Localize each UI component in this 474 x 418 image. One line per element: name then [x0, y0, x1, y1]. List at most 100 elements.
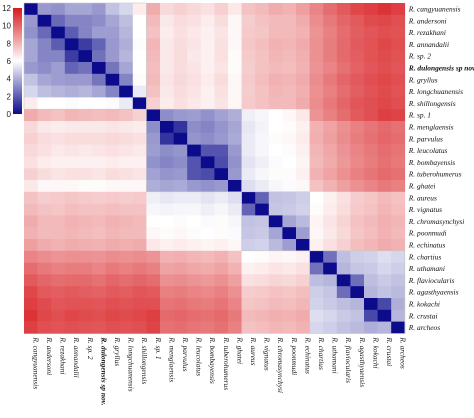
heatmap-cell — [64, 250, 79, 263]
heatmap-cell — [282, 62, 297, 75]
heatmap-cell — [64, 73, 79, 86]
heatmap-cell — [377, 73, 392, 86]
heatmap-cell — [92, 144, 106, 157]
heatmap-cell — [241, 62, 256, 75]
heatmap-cell — [78, 298, 93, 311]
heatmap-cell — [323, 85, 338, 98]
heatmap-cell — [200, 144, 215, 157]
heatmap-cell — [37, 309, 52, 322]
heatmap-cell — [323, 262, 338, 275]
heatmap-cell — [200, 38, 215, 51]
heatmap-cell — [296, 286, 310, 299]
heatmap-cell — [37, 109, 52, 122]
heatmap-cell — [391, 132, 406, 145]
heatmap-cell — [37, 97, 52, 110]
heatmap-cell — [214, 121, 229, 134]
heatmap-cell — [282, 191, 297, 204]
heatmap-cell — [228, 50, 242, 63]
heatmap-cell — [146, 144, 161, 157]
row-label: R. poonmudi — [408, 229, 447, 238]
heatmap-cell — [241, 50, 256, 63]
heatmap-cell — [78, 286, 93, 299]
heatmap-cell — [282, 144, 297, 157]
heatmap-cell — [214, 3, 229, 16]
heatmap-cell — [350, 109, 365, 122]
heatmap-cell — [173, 286, 188, 299]
heatmap-cell — [228, 191, 242, 204]
heatmap-cell — [364, 26, 378, 39]
heatmap-cell — [364, 298, 378, 311]
heatmap-cell — [228, 250, 242, 263]
heatmap-cell — [350, 191, 365, 204]
heatmap-cell — [255, 97, 270, 110]
heatmap-cell — [146, 50, 161, 63]
heatmap-cell — [214, 85, 229, 98]
row-label: R. chartius — [408, 252, 442, 261]
heatmap-cell — [336, 38, 351, 51]
heatmap-cell — [241, 132, 256, 145]
heatmap-cell — [37, 144, 52, 157]
heatmap-cell — [173, 191, 188, 204]
heatmap-cell — [173, 26, 188, 39]
heatmap-cell — [37, 321, 52, 334]
heatmap-cell — [37, 274, 52, 287]
heatmap-cell — [132, 262, 147, 275]
heatmap-cell — [51, 321, 66, 334]
heatmap-cell — [37, 121, 52, 134]
heatmap-cell — [214, 97, 229, 110]
heatmap-cell — [24, 26, 38, 39]
heatmap-cell — [309, 156, 324, 169]
heatmap-cell — [187, 227, 202, 240]
heatmap-cell — [173, 144, 188, 157]
heatmap-cell — [173, 38, 188, 51]
heatmap-cell — [336, 321, 351, 334]
heatmap-cell — [37, 156, 52, 169]
column-label: R. crustai — [385, 336, 394, 366]
heatmap-cell — [377, 191, 392, 204]
row-label: R. andersoni — [408, 16, 447, 25]
heatmap-cell — [268, 227, 283, 240]
heatmap-cell — [119, 73, 134, 86]
heatmap-cell — [64, 227, 79, 240]
heatmap-cell — [309, 121, 324, 134]
heatmap-cell — [160, 239, 174, 252]
heatmap-cell — [214, 321, 229, 334]
heatmap-cell — [350, 298, 365, 311]
heatmap-cell — [105, 309, 120, 322]
heatmap-cell — [132, 180, 147, 193]
heatmap-cell — [255, 180, 270, 193]
heatmap-cell — [92, 262, 106, 275]
heatmap-cell — [105, 38, 120, 51]
heatmap-cell — [255, 239, 270, 252]
heatmap-cell — [173, 85, 188, 98]
heatmap-cell — [323, 156, 338, 169]
row-label: R. parvulus — [408, 134, 443, 143]
heatmap-cell — [364, 168, 378, 181]
heatmap-cell — [105, 286, 120, 299]
heatmap-cell — [51, 250, 66, 263]
heatmap-cell — [309, 97, 324, 110]
heatmap-cell — [228, 262, 242, 275]
heatmap-cell — [336, 144, 351, 157]
heatmap-cell — [160, 191, 174, 204]
heatmap-cell — [200, 14, 215, 27]
heatmap-cell — [350, 309, 365, 322]
heatmap-cell — [241, 191, 256, 204]
heatmap-cell — [336, 168, 351, 181]
heatmap-cell — [214, 250, 229, 263]
heatmap-cell — [255, 298, 270, 311]
heatmap-cell — [132, 239, 147, 252]
column-label: R. cangyuanensis — [31, 336, 40, 389]
heatmap-cell — [214, 239, 229, 252]
heatmap-cell — [92, 85, 106, 98]
heatmap-cell — [214, 309, 229, 322]
heatmap-cell — [377, 168, 392, 181]
row-label: R. sp. 2 — [408, 52, 431, 61]
heatmap-cell — [282, 321, 297, 334]
heatmap-cell — [146, 274, 161, 287]
heatmap-cell — [282, 286, 297, 299]
column-label: R. flaviocularis — [344, 336, 353, 383]
heatmap-cell — [391, 180, 406, 193]
heatmap-cell — [241, 215, 256, 228]
heatmap-cell — [241, 227, 256, 240]
